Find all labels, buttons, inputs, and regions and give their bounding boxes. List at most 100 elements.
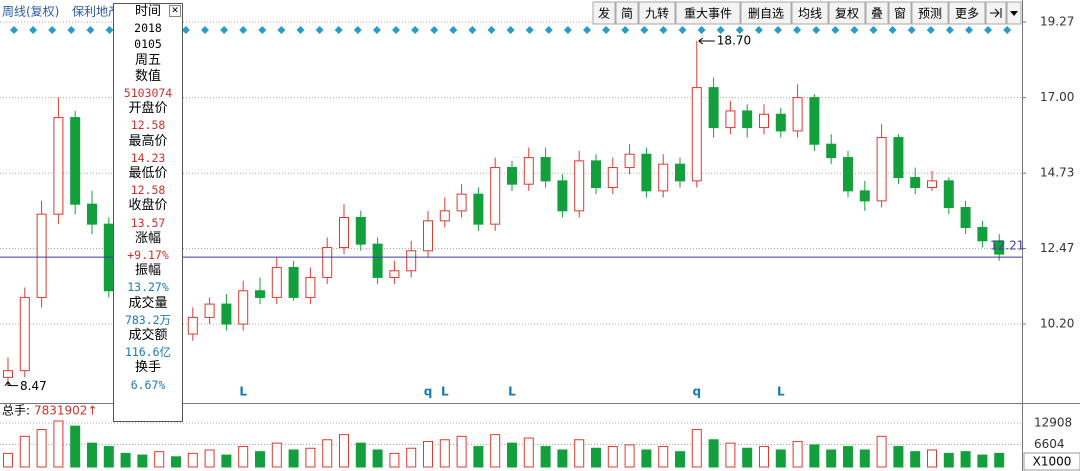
toolbar-button[interactable]: [675, 1, 741, 25]
volume-bar: [53, 420, 64, 468]
toolbar-label[interactable]: 九转: [645, 6, 669, 21]
toolbar-button[interactable]: [948, 1, 986, 25]
toolbar-button[interactable]: [615, 1, 639, 25]
marker-diamond: [774, 26, 782, 34]
info-label: 振幅: [134, 263, 161, 279]
toolbar-button[interactable]: [828, 1, 866, 25]
candle-body: [87, 203, 97, 225]
candle-body: [893, 137, 904, 179]
volume-bar: [339, 434, 349, 468]
volume-bar: [187, 452, 198, 468]
volume-bar: [523, 437, 534, 468]
info-panel: ✕ 时间 2018 0105 周五 数值 5103074 开盘价 12.58 最高价 14.23 最低…: [113, 3, 183, 422]
volume-bar: [859, 449, 870, 468]
candle-body: [826, 143, 837, 159]
marker-diamond: [697, 26, 706, 34]
volume-bar: [204, 449, 215, 468]
close-button[interactable]: ✕: [169, 5, 181, 17]
candle-body: [792, 97, 803, 132]
volume-bar: [423, 440, 433, 468]
info-label: 时间: [134, 4, 161, 19]
info-value: 周五: [134, 52, 161, 68]
marker-diamond: [487, 26, 496, 34]
volume-bar: [171, 456, 181, 468]
marker-diamond: [315, 26, 324, 34]
marker-diamond: [945, 26, 954, 34]
volume-bar: [910, 451, 921, 468]
volume-bar: [490, 434, 501, 468]
marker-diamond: [563, 26, 572, 34]
marker-diamond: [67, 26, 76, 34]
volume-bar: [607, 446, 618, 468]
candle-body: [624, 153, 635, 169]
toolbar-button[interactable]: [740, 1, 792, 25]
toolbar-label[interactable]: 均线: [798, 7, 822, 21]
marker-diamond: [86, 26, 95, 34]
candle-body: [775, 113, 786, 132]
marker-diamond: [602, 26, 611, 34]
volume-bar: [406, 447, 417, 468]
candle-body: [255, 290, 265, 298]
candle-body: [725, 110, 736, 129]
marker-diamond: [181, 26, 190, 34]
candle-body: [910, 177, 921, 189]
toolbar-label[interactable]: 叠: [871, 7, 883, 21]
toolbar-label[interactable]: 窗: [894, 7, 906, 21]
candle-body: [574, 160, 585, 212]
volume-bar: [3, 452, 13, 468]
candle-body: [859, 190, 870, 202]
volume-bar: [624, 444, 635, 468]
candle-body: [607, 167, 618, 189]
volume-bar: [271, 442, 282, 468]
info-value: 12.58: [130, 118, 166, 133]
info-label: 成交量: [128, 295, 168, 311]
toolbar-button[interactable]: [911, 1, 949, 25]
marker-diamond: [984, 26, 993, 34]
info-value: 783.2万: [124, 312, 172, 327]
toolbar-button[interactable]: [592, 1, 616, 25]
candle-body: [523, 157, 534, 185]
volume-bar: [658, 446, 669, 468]
candle-body: [809, 97, 820, 145]
candle-body: [70, 117, 81, 205]
volume-bar: [473, 446, 484, 468]
candle-body: [943, 180, 954, 209]
toolbar-label[interactable]: 复权: [835, 7, 859, 21]
toolbar-label[interactable]: 重大事件: [684, 7, 732, 21]
candle-body: [843, 157, 853, 192]
toolbar-label[interactable]: 删自选: [748, 7, 784, 21]
info-label: 最高价: [128, 133, 168, 149]
marker-diamond: [10, 26, 18, 34]
volume-bar: [742, 447, 753, 468]
event-marker: L: [239, 385, 247, 399]
volume-bar: [238, 446, 249, 468]
toolbar-label[interactable]: 简: [621, 7, 633, 21]
toolbar-button[interactable]: [865, 1, 889, 25]
info-value: 12.58: [130, 183, 166, 198]
toolbar-label[interactable]: 预测: [918, 7, 942, 21]
info-label: 成交额: [128, 328, 168, 344]
candle-body: [473, 193, 484, 225]
candle-body: [389, 270, 400, 278]
volume-bar: [137, 454, 148, 468]
volume-bar: [675, 451, 685, 468]
toolbar-button[interactable]: [888, 1, 912, 25]
toolbar-label[interactable]: 发: [598, 6, 610, 21]
marker-diamond: [659, 26, 668, 34]
candle-body: [557, 180, 568, 212]
candle-body: [339, 216, 349, 248]
volume-bar: [103, 446, 114, 468]
marker-diamond: [1003, 26, 1012, 34]
toolbar-label[interactable]: 更多: [955, 7, 979, 21]
marker-diamond: [640, 26, 649, 34]
info-value: 5103074: [123, 86, 173, 101]
toolbar-button[interactable]: [791, 1, 829, 25]
volume-bar: [120, 452, 131, 468]
toolbar-button[interactable]: [638, 1, 676, 25]
candle-body: [187, 316, 198, 335]
marker-diamond: [239, 26, 248, 34]
y-tick-label: 6604: [1034, 437, 1065, 451]
volume-bar: [943, 452, 954, 468]
marker-diamond: [869, 26, 878, 34]
marker-diamond: [525, 26, 534, 34]
